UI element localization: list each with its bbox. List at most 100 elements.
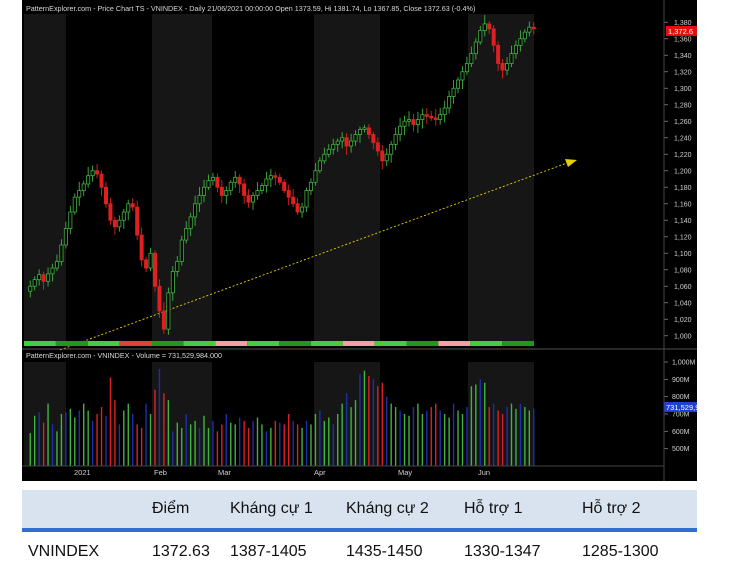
candle (72, 193, 77, 215)
signal-segment (406, 341, 439, 346)
volume-bar (435, 403, 437, 466)
candle (215, 173, 220, 193)
candle (108, 197, 113, 225)
candle (273, 171, 278, 186)
candle (152, 250, 157, 292)
candle (28, 280, 33, 298)
candle (86, 166, 91, 188)
table-header-cell (22, 490, 146, 532)
candle (304, 187, 309, 212)
volume-bar (189, 424, 192, 466)
volume-bar (221, 424, 223, 466)
candle (175, 256, 180, 277)
signal-segment (310, 341, 343, 346)
signal-segment (374, 341, 407, 346)
volume-bar (238, 417, 241, 466)
candle (331, 138, 336, 155)
volume-bar (203, 415, 205, 466)
volume-bar (341, 403, 343, 466)
candle (41, 271, 46, 290)
candle (353, 130, 358, 146)
candle (219, 180, 224, 203)
candle (322, 147, 327, 164)
candle (447, 90, 452, 114)
signal-segment (502, 341, 534, 346)
time-tick-label: Mar (218, 468, 231, 477)
candle (268, 168, 273, 188)
candle (117, 215, 122, 232)
volume-bar (172, 431, 174, 466)
candle (144, 256, 149, 273)
month-band (314, 14, 380, 344)
volume-chart-title: PatternExplorer.com - VNINDEX - Volume =… (26, 351, 222, 360)
volume-bar (443, 414, 446, 466)
candle (451, 79, 456, 104)
candle (366, 124, 371, 139)
candle (242, 178, 247, 204)
volume-bar (91, 420, 94, 466)
candle (161, 302, 166, 334)
price-panel-bands (24, 14, 534, 344)
volume-bar (501, 414, 504, 466)
volume-bar (359, 374, 361, 466)
volume-bar (265, 431, 268, 466)
volume-bar (394, 407, 397, 466)
volume-bar (466, 407, 468, 466)
candle (95, 163, 100, 179)
last-price-label: 1,372.6 (668, 27, 693, 36)
candle (460, 66, 465, 90)
volume-bar (332, 424, 334, 466)
price-tick-label: 1,280 (674, 102, 692, 109)
volume-bar (109, 377, 112, 466)
table-row: VNINDEX 1372.63 1387-1405 1435-1450 1330… (22, 530, 697, 572)
volume-bar (399, 410, 401, 466)
candle (112, 216, 117, 235)
volume-bar (363, 370, 366, 466)
price-tick-label: 1,140 (674, 218, 692, 225)
volume-axis: 1,000M 900M 800M 700M 600M 500M (664, 360, 696, 453)
table-cell: 1285-1300 (582, 543, 659, 560)
volume-bar (506, 407, 508, 466)
candle (210, 172, 215, 186)
volume-bar (47, 403, 49, 466)
volume-bar (390, 403, 392, 466)
signal-segment (119, 341, 152, 346)
volume-bar (158, 368, 161, 466)
volume-tick-label: 900M (672, 377, 690, 384)
candle (148, 247, 153, 272)
month-band (468, 362, 534, 466)
candle (81, 180, 86, 196)
volume-bar (283, 424, 285, 466)
table-header-cell: Điểm (146, 490, 224, 532)
candle (473, 38, 478, 60)
price-tick-label: 1,200 (674, 168, 692, 175)
volume-bar (533, 408, 535, 466)
candle (531, 22, 536, 35)
volume-bar (279, 422, 281, 466)
volume-bar (448, 417, 450, 466)
volume-title-source: PatternExplorer.com - VNINDEX - Volume =… (26, 351, 222, 360)
volume-bar (261, 424, 263, 466)
volume-bar (96, 414, 98, 466)
volume-bar (212, 420, 214, 466)
volume-tick-label: 600M (672, 429, 690, 436)
signal-segment (55, 341, 88, 346)
candle (126, 199, 131, 221)
volume-bar (105, 415, 107, 466)
candle (313, 163, 318, 186)
volume-bar (345, 393, 348, 466)
signal-segment (24, 341, 56, 346)
volume-bar (234, 424, 236, 466)
candle (259, 182, 264, 195)
candle (99, 170, 104, 197)
candle (188, 212, 193, 237)
volume-bar (118, 424, 121, 466)
volume-bar (528, 410, 531, 466)
candle (487, 21, 492, 34)
signal-segment (279, 341, 311, 346)
volume-bar (426, 410, 428, 466)
price-tick-label: 1,360 (674, 36, 692, 43)
time-axis: 2021 Feb Mar Apr May Jun (74, 468, 490, 477)
candle (295, 198, 300, 215)
candle (317, 157, 322, 174)
